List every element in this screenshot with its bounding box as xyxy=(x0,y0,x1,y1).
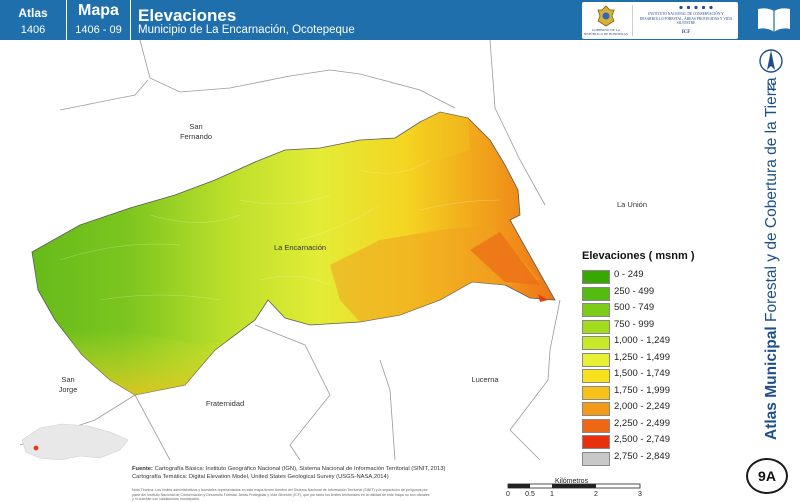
legend-item: 1,250 - 1,499 xyxy=(582,351,695,368)
scale-tick-label: 1 xyxy=(550,491,554,498)
source-line-2: Cartografía Temática: Digital Elevation … xyxy=(132,473,389,480)
coat-of-arms-icon xyxy=(597,5,615,27)
legend-label: 1,750 - 1,999 xyxy=(614,384,670,396)
page-subtitle: Municipio de La Encarnación, Ocotepeque xyxy=(138,24,355,36)
map-label: Mapa xyxy=(78,2,119,19)
legend-swatch xyxy=(582,451,610,466)
institution-logos: GOBIERNO DE LA REPÚBLICA DE HONDURAS INS… xyxy=(582,2,738,39)
scale-bar xyxy=(507,483,641,489)
legend-item: 2,750 - 2,849 xyxy=(582,450,695,467)
icf-logo-text: INSTITUTO NACIONAL DE CONSERVACIÓN Y DES… xyxy=(639,12,733,26)
technical-note: Nota Técnica: Los límites administrativo… xyxy=(132,488,430,501)
source-line-1: Cartografía Básica: Instituto Geográfico… xyxy=(154,466,446,472)
place-label-lucerna: Lucerna xyxy=(471,375,499,384)
map-number: 1406 - 09 xyxy=(75,24,122,36)
scale-tick-label: 0.5 xyxy=(525,491,535,498)
open-book-icon xyxy=(758,8,790,33)
legend-title: Elevaciones ( msnm ) xyxy=(582,250,695,262)
legend-item: 1,500 - 1,749 xyxy=(582,367,695,384)
legend-item: 1,000 - 1,249 xyxy=(582,334,695,351)
legend-swatch xyxy=(582,418,610,433)
legend-swatch xyxy=(582,319,610,334)
north-label: N xyxy=(766,80,776,94)
legend-item: 750 - 999 xyxy=(582,318,695,335)
logo-divider xyxy=(632,5,633,36)
legend-swatch xyxy=(582,270,610,284)
legend-label: 2,000 - 2,249 xyxy=(614,401,670,412)
scale-segment xyxy=(508,484,530,488)
government-logo-text: GOBIERNO DE LA REPÚBLICA DE HONDURAS xyxy=(584,28,628,36)
page-title: Elevaciones xyxy=(138,6,237,25)
legend-swatch xyxy=(582,385,610,400)
atlas-title-bold: Atlas Municipal xyxy=(763,326,780,440)
map-box: Mapa 1406 - 09 xyxy=(67,0,131,40)
legend-item: 500 - 749 xyxy=(582,301,695,318)
elevation-map xyxy=(19,40,561,460)
place-label-fraternidad: Fraternidad xyxy=(205,399,245,408)
legend-item: 2,000 - 2,249 xyxy=(582,400,695,417)
atlas-vertical-title: Atlas Municipal Forestal y de Cobertura … xyxy=(763,77,781,440)
legend-rows: 0 - 249 250 - 499 500 - 749 750 - 999 1,000 … xyxy=(582,268,695,466)
legend-item: 250 - 499 xyxy=(582,285,695,302)
legend-swatch xyxy=(582,369,610,383)
legend-label: 1,000 - 1,249 xyxy=(614,335,670,346)
place-label-san-fernando: San Fernando xyxy=(179,122,213,141)
legend-item: 1,750 - 1,999 xyxy=(582,384,695,401)
north-arrow-icon xyxy=(759,49,783,73)
honduras-locator-inset xyxy=(21,423,129,460)
source-label: Fuente: xyxy=(132,466,153,472)
map-header: Atlas 1406 Mapa 1406 - 09 Elevaciones Mu… xyxy=(0,0,748,40)
legend-swatch xyxy=(582,402,610,416)
right-sidebar xyxy=(748,40,800,500)
atlas-title-rest: Forestal y de Cobertura de la Tierra xyxy=(763,77,780,322)
page-badge: 9A xyxy=(746,458,788,494)
legend-item: 2,500 - 2,749 xyxy=(582,433,695,450)
stars-icon xyxy=(679,5,713,10)
municipality-polygon xyxy=(31,111,556,396)
scale-tick-label: 2 xyxy=(594,491,598,498)
place-label-san-jorge: San Jorge xyxy=(58,375,78,394)
place-label-la-encarnacion: La Encarnación xyxy=(273,243,327,252)
legend-label: 250 - 499 xyxy=(614,285,655,297)
atlas-book-box xyxy=(748,0,800,40)
legend-label: 2,750 - 2,849 xyxy=(614,450,670,462)
atlas-label: Atlas xyxy=(18,6,48,20)
legend-swatch xyxy=(582,435,610,449)
scale-tick-label: 0 xyxy=(506,491,510,498)
legend-label: 2,500 - 2,749 xyxy=(614,434,670,445)
scale-segment xyxy=(552,484,596,488)
legend-swatch xyxy=(582,352,610,367)
legend-swatch xyxy=(582,286,610,301)
source-block: Fuente: Cartografía Básica: Instituto Ge… xyxy=(132,466,452,481)
atlas-number: 1406 xyxy=(20,24,46,36)
legend-swatch xyxy=(582,336,610,350)
scale-tick-label: 3 xyxy=(638,491,642,498)
elevation-legend: Elevaciones ( msnm ) 0 - 249 250 - 499 500… xyxy=(582,250,695,466)
atlas-box: Atlas 1406 xyxy=(0,0,67,40)
legend-label: 0 - 249 xyxy=(614,269,644,280)
legend-label: 750 - 999 xyxy=(614,318,655,330)
place-label-la-union: La Unión xyxy=(616,200,648,209)
legend-item: 2,250 - 2,499 xyxy=(582,417,695,434)
legend-label: 2,250 - 2,499 xyxy=(614,417,670,429)
scale-unit: Kilómetros xyxy=(555,478,589,485)
legend-label: 1,250 - 1,499 xyxy=(614,351,670,363)
legend-label: 500 - 749 xyxy=(614,302,655,313)
location-marker-icon xyxy=(33,445,39,451)
icf-abbreviation: ICF xyxy=(681,30,691,35)
legend-item: 0 - 249 xyxy=(582,268,695,285)
legend-label: 1,500 - 1,749 xyxy=(614,368,670,379)
legend-swatch xyxy=(582,303,610,317)
